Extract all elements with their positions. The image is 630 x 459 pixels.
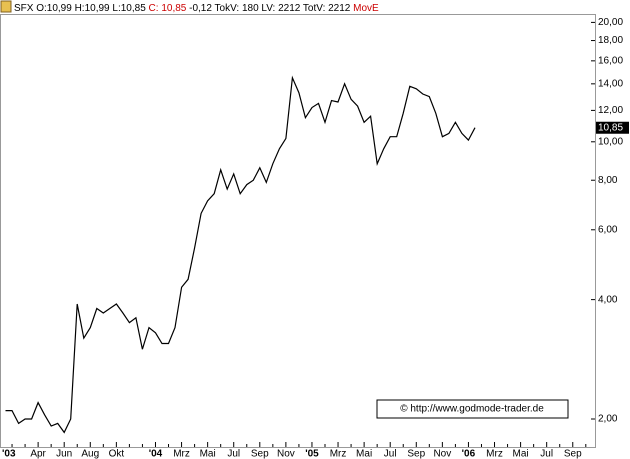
watermark-box bbox=[376, 399, 569, 419]
y-tick-label: 10,00 bbox=[598, 136, 623, 147]
x-tick-label: Jul bbox=[227, 449, 240, 459]
x-tick-label: Aug bbox=[81, 449, 99, 459]
watermark: © http://www.godmode-trader.de bbox=[400, 404, 544, 415]
x-tick-label: Mrz bbox=[486, 449, 503, 459]
x-tick-label: Jul bbox=[384, 449, 397, 459]
y-tick-label: 4,00 bbox=[598, 294, 618, 305]
symbol-icon bbox=[0, 0, 12, 13]
last-price-label: 10,85 bbox=[598, 122, 623, 133]
x-tick-label: Nov bbox=[277, 449, 295, 459]
x-tick-label: Sep bbox=[407, 449, 425, 459]
header: SFX O:10,99 H:10,99 L:10,85 C: 10,85 -0,… bbox=[14, 3, 379, 14]
header-rest: -0,12 TokV: 180 LV: 2212 TotV: 2212 bbox=[189, 3, 351, 14]
header-text: SFX O:10,99 H:10,99 L:10,85 bbox=[14, 3, 146, 14]
y-tick-label: 6,00 bbox=[598, 224, 618, 235]
x-tick-label: Okt bbox=[109, 449, 125, 459]
price-line bbox=[5, 75, 476, 434]
header-close: C: 10,85 bbox=[149, 3, 187, 14]
last-price-box bbox=[596, 121, 629, 134]
x-tick-label: Mrz bbox=[173, 449, 190, 459]
x-tick-label: '05 bbox=[305, 449, 319, 459]
x-tick-label: '04 bbox=[149, 449, 163, 459]
y-tick-label: 12,00 bbox=[598, 105, 623, 116]
x-tick-label: Mai bbox=[356, 449, 372, 459]
x-tick-label: Jul bbox=[540, 449, 553, 459]
y-tick-label: 14,00 bbox=[598, 78, 623, 89]
y-tick-label: 16,00 bbox=[598, 55, 623, 66]
x-tick-label: Mrz bbox=[330, 449, 347, 459]
x-tick-label: Mai bbox=[513, 449, 529, 459]
x-tick-label: Nov bbox=[433, 449, 451, 459]
plot-frame bbox=[0, 14, 596, 448]
x-tick-label: Mai bbox=[200, 449, 216, 459]
y-tick-label: 2,00 bbox=[598, 414, 618, 425]
x-tick-label: Apr bbox=[30, 449, 46, 459]
y-tick-label: 20,00 bbox=[598, 17, 623, 28]
y-tick-label: 8,00 bbox=[598, 175, 618, 186]
header-indicator: MovE bbox=[353, 3, 379, 14]
x-tick-label: '06 bbox=[462, 449, 476, 459]
x-tick-label: Sep bbox=[564, 449, 582, 459]
x-tick-label: '03 bbox=[2, 449, 16, 459]
x-tick-label: Sep bbox=[251, 449, 269, 459]
x-tick-label: Jun bbox=[56, 449, 72, 459]
y-tick-label: 18,00 bbox=[598, 35, 623, 46]
